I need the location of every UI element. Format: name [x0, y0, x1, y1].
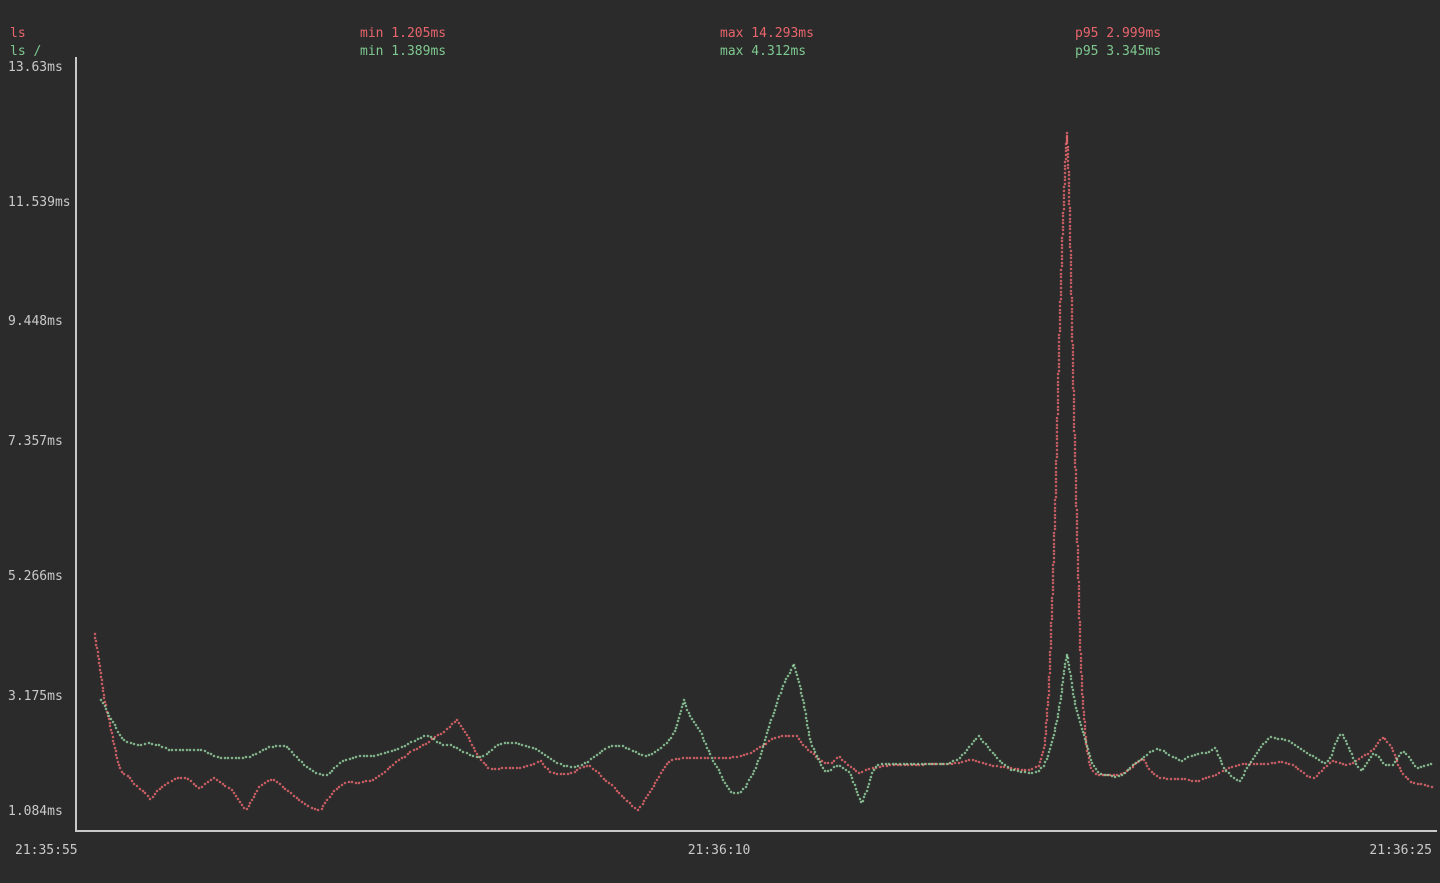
y-tick-label: 11.539ms [8, 195, 71, 210]
x-tick-label: 21:36:10 [687, 843, 751, 858]
y-tick-label: 13.63ms [8, 60, 63, 75]
x-tick-label: 21:36:25 [1369, 843, 1432, 858]
stat-p95: p95 2.999ms [1075, 26, 1162, 41]
x-axis-line [75, 830, 1437, 832]
stat-min: min 1.389ms [360, 44, 447, 59]
y-tick-label: 3.175ms [8, 689, 63, 704]
x-tick-label: 21:35:55 [15, 843, 78, 858]
stat-p95: p95 3.345ms [1075, 44, 1162, 59]
stat-max: max 14.293ms [720, 26, 814, 41]
y-axis-line [75, 57, 77, 832]
y-tick-label: 1.084ms [8, 804, 63, 819]
y-tick-label: 9.448ms [8, 314, 63, 329]
y-tick-label: 5.266ms [8, 569, 63, 584]
stat-max: max 4.312ms [720, 44, 807, 59]
series-name: ls [10, 26, 26, 41]
stat-min: min 1.205ms [360, 26, 447, 41]
y-tick-label: 7.357ms [8, 434, 63, 449]
series-name: ls / [10, 44, 42, 59]
